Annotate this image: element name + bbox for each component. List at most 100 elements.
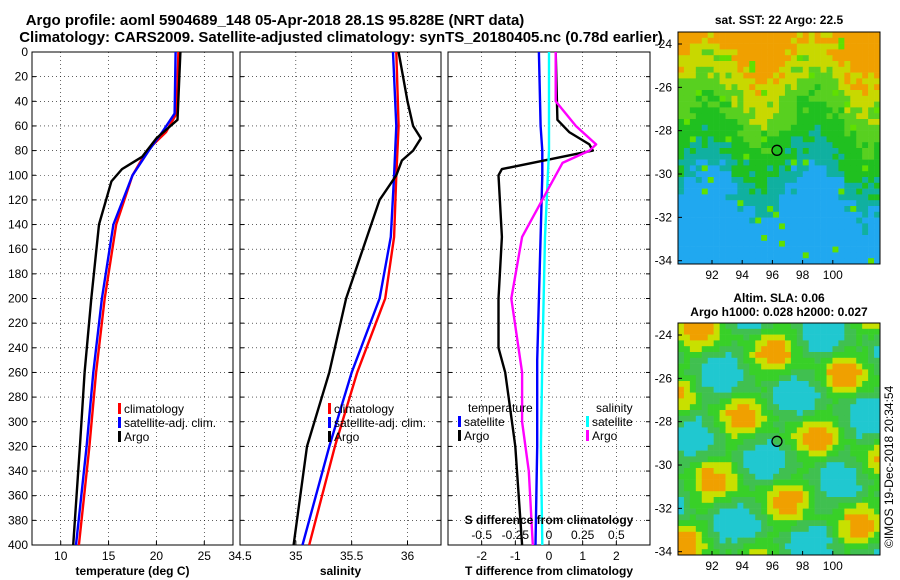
map-cell	[707, 258, 714, 265]
map-cell	[749, 107, 756, 114]
map-cell	[689, 200, 697, 207]
map-cell	[767, 113, 774, 120]
map-cell	[719, 194, 726, 201]
map-cell	[874, 375, 881, 382]
x2-tick-label: -0.25	[502, 528, 530, 542]
map-cell	[683, 217, 691, 224]
map-cell	[737, 334, 744, 341]
map-cell	[808, 171, 815, 178]
map-cell	[678, 182, 685, 189]
map-cell	[820, 159, 827, 166]
map-cell	[755, 171, 762, 178]
map-cell	[784, 352, 792, 359]
map-cell	[761, 549, 768, 556]
map-cell	[683, 206, 691, 213]
map-cell	[678, 323, 685, 330]
map-cell	[802, 37, 809, 44]
map-cell	[802, 107, 809, 114]
map-cell	[767, 177, 774, 184]
map-cell	[796, 468, 804, 475]
map-cell	[767, 462, 774, 469]
map-cell	[689, 95, 697, 102]
map-cell	[802, 491, 809, 498]
map-cell	[844, 258, 851, 265]
map-cell	[701, 235, 708, 242]
map-cell	[719, 130, 726, 137]
map-cell	[689, 531, 697, 538]
map-cell	[731, 182, 738, 189]
map-cell	[678, 549, 685, 556]
x-tick-label: 1	[579, 549, 586, 563]
map-cell	[713, 340, 720, 347]
map-cell	[826, 450, 833, 457]
map-cell	[743, 194, 750, 201]
map-cell	[814, 177, 821, 184]
map-cell	[838, 456, 845, 463]
map-cell	[683, 182, 691, 189]
map-cell	[719, 497, 726, 504]
map-cell	[701, 398, 708, 405]
map-cell	[796, 124, 804, 131]
map-cell	[790, 508, 798, 515]
map-cell	[761, 537, 768, 544]
map-cell	[713, 439, 720, 446]
map-cell	[838, 526, 845, 533]
map-cell	[737, 531, 744, 538]
map-cell	[683, 235, 691, 242]
map-cell	[850, 182, 857, 189]
map-cell	[737, 177, 744, 184]
map-cell	[808, 246, 815, 253]
map-cell	[779, 235, 786, 242]
map-cell	[796, 159, 804, 166]
map-cell	[856, 148, 863, 155]
map-cell	[784, 363, 792, 370]
map-cell	[796, 217, 804, 224]
map-cell	[695, 549, 703, 556]
map-cell	[731, 165, 738, 172]
map-cell	[862, 531, 869, 538]
map-cell	[678, 258, 685, 265]
map-cell	[820, 78, 827, 85]
map-cell	[814, 520, 821, 527]
map-cell	[719, 113, 726, 120]
map-cell	[731, 95, 738, 102]
map-cell	[838, 124, 845, 131]
map-cell	[790, 177, 798, 184]
map-cell	[773, 537, 780, 544]
map-cell	[713, 124, 720, 131]
map-cell	[784, 43, 792, 50]
legend-entry: Argo	[334, 430, 360, 444]
map-cell	[832, 398, 839, 405]
map-cell	[737, 549, 744, 556]
map-cell	[820, 450, 827, 457]
map-cell	[707, 148, 714, 155]
map-cell	[820, 357, 827, 364]
map-cell	[701, 323, 708, 330]
map-cell	[814, 235, 821, 242]
map-cell	[868, 497, 875, 504]
map-cell	[773, 340, 780, 347]
map-cell	[749, 381, 756, 388]
map-cell	[731, 258, 738, 265]
map-cell	[725, 549, 732, 556]
map-cell	[773, 357, 780, 364]
map-cell	[725, 159, 732, 166]
map-cell	[779, 485, 786, 492]
map-cell	[844, 537, 851, 544]
map-cell	[731, 217, 738, 224]
map-cell	[784, 537, 792, 544]
map-cell	[719, 334, 726, 341]
map-cell	[820, 258, 827, 265]
map-cell	[796, 258, 804, 265]
map-cell	[695, 502, 703, 509]
map-cell	[832, 142, 839, 149]
map-cell	[743, 427, 750, 434]
map-cell	[743, 386, 750, 393]
map-cell	[678, 410, 685, 417]
map-cell	[814, 381, 821, 388]
map-cell	[719, 136, 726, 143]
map-cell	[814, 497, 821, 504]
map-cell	[683, 531, 691, 538]
map-cell	[832, 444, 839, 451]
y-tick-label: 340	[8, 464, 28, 478]
